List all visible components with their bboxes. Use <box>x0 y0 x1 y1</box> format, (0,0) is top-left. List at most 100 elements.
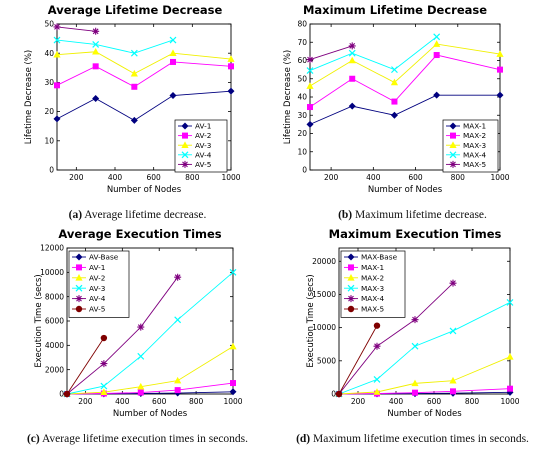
legend-marker <box>181 141 189 148</box>
caption-a: (a) Average lifetime decrease. <box>0 209 275 221</box>
caption-c: (c) Average lifetime execution times in … <box>0 433 275 445</box>
x-tick-label: 1000 <box>490 173 509 182</box>
legend-marker <box>449 160 457 168</box>
y-tick-label: 40 <box>44 49 54 58</box>
data-point <box>506 353 514 360</box>
legend-marker <box>181 122 189 130</box>
series-line <box>309 36 437 71</box>
caption-tag: (b) <box>338 209 353 221</box>
data-point <box>137 352 145 360</box>
caption-text: Maximum lifetime decrease. <box>355 209 487 221</box>
y-tick-label: 10000 <box>40 268 64 277</box>
legend-marker <box>450 132 456 139</box>
legend-marker <box>181 160 189 168</box>
x-tick-label: 400 <box>389 397 404 406</box>
y-tick-label: 20 <box>297 129 307 138</box>
legend-marker <box>347 284 355 292</box>
y-tick-label: 60 <box>297 56 307 65</box>
legend-label: MAX-1 <box>361 263 384 272</box>
series-line <box>309 45 353 61</box>
legend-label: AV-4 <box>89 294 106 303</box>
y-tick-label: 30 <box>44 78 54 87</box>
chart-maximum-lifetime-decrease: Maximum Lifetime Decrease 200 400 600 800 100… <box>275 0 550 205</box>
y-tick-label: 10 <box>297 147 307 156</box>
data-point <box>450 388 456 395</box>
data-point <box>174 387 181 394</box>
data-point <box>373 388 381 395</box>
data-point <box>412 389 418 396</box>
y-tick-label: 0 <box>302 166 307 175</box>
x-tick-label: 600 <box>427 397 442 406</box>
legend-marker <box>181 151 189 159</box>
series-line <box>66 337 105 395</box>
x-axis-label: Number of Nodes <box>107 185 182 195</box>
data-point <box>373 342 381 350</box>
data-point <box>100 388 108 395</box>
x-axis-label: Number of Nodes <box>387 409 462 419</box>
y-tick-label: 6000 <box>45 317 64 326</box>
data-point <box>92 47 100 55</box>
x-tick-label: 800 <box>189 397 204 406</box>
legend-label: MAX-4 <box>463 150 487 159</box>
x-tick-label: 1000 <box>223 397 242 406</box>
legend-label: MAX-2 <box>361 273 384 282</box>
y-tick-label: 80 <box>297 20 307 29</box>
y-tick-label: 10 <box>44 136 54 145</box>
data-point <box>174 316 182 324</box>
data-point <box>92 41 100 48</box>
data-point <box>433 33 441 41</box>
x-tick-label: 400 <box>108 173 123 182</box>
legend-label: AV-1 <box>195 122 211 131</box>
y-tick-label: 50 <box>44 20 54 29</box>
legend-label: AV-5 <box>89 305 105 314</box>
legend-label: AV-2 <box>89 273 105 282</box>
data-point <box>130 49 138 57</box>
data-point <box>348 49 356 57</box>
data-point <box>53 23 61 31</box>
data-point <box>92 63 99 70</box>
legend-marker <box>347 253 355 261</box>
legend-label: AV-5 <box>195 160 211 169</box>
data-point <box>391 98 398 105</box>
legend-label: MAX-1 <box>463 122 486 131</box>
data-point <box>228 63 234 70</box>
data-point <box>497 66 503 73</box>
legend-label: AV-3 <box>195 141 212 150</box>
legend-marker <box>76 264 82 271</box>
data-point <box>496 91 504 99</box>
data-point <box>130 69 138 77</box>
x-tick-label: 600 <box>152 397 167 406</box>
y-tick-label: 2000 <box>45 365 64 374</box>
x-tick-label: 600 <box>408 173 423 182</box>
data-point <box>411 316 419 324</box>
data-point <box>306 67 314 74</box>
legend-label: MAX-3 <box>361 284 385 293</box>
series-line <box>56 26 96 32</box>
data-point <box>390 78 399 86</box>
y-axis-label: Execution Time (secs) <box>306 274 316 367</box>
y-tick-label: 10000 <box>312 323 336 332</box>
legend-label: AV-1 <box>89 263 105 272</box>
legend-label: MAX-3 <box>463 141 487 150</box>
x-tick-label: 800 <box>451 173 466 182</box>
legend-label: MAX-2 <box>463 131 486 140</box>
chart-average-execution-times: Average Execution Times 200 400 600 800 1000 0… <box>0 226 275 426</box>
caption-tag: (c) <box>26 433 40 445</box>
y-tick-label: 12000 <box>40 244 64 253</box>
x-axis-label: Number of Nodes <box>113 409 188 419</box>
y-tick-label: 4000 <box>45 341 64 350</box>
data-point <box>230 380 236 387</box>
chart-title: Average Lifetime Decrease <box>48 3 223 17</box>
legend-marker <box>449 141 457 148</box>
y-axis-label: Lifetime Decrease (%) <box>283 50 293 145</box>
data-point <box>169 36 177 44</box>
chart-title: Maximum Lifetime Decrease <box>303 3 487 17</box>
chart-title: Maximum Execution Times <box>329 227 502 241</box>
legend-marker <box>75 305 83 313</box>
data-point <box>54 82 60 89</box>
data-point <box>306 56 314 64</box>
data-point <box>137 382 145 390</box>
data-point <box>92 27 100 35</box>
